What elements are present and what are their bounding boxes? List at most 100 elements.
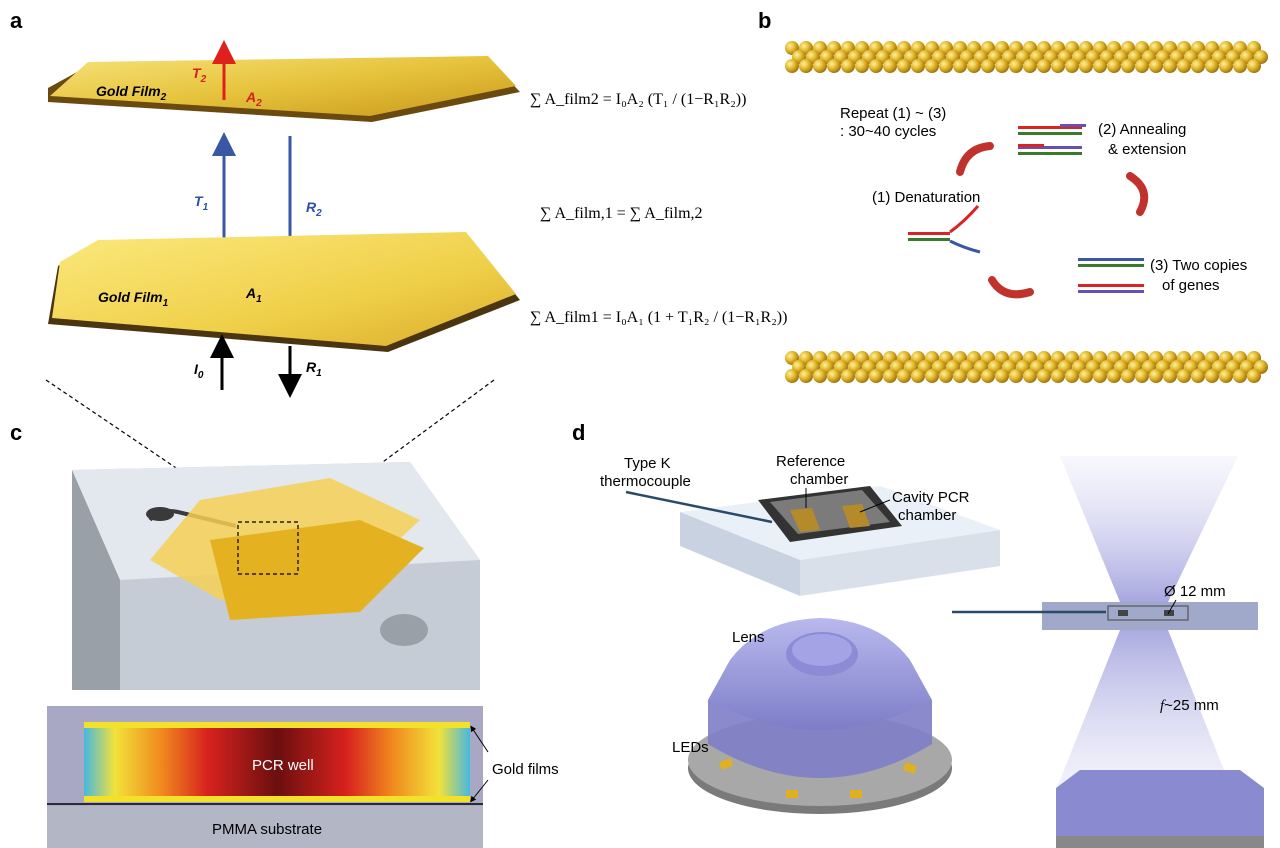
gold-films-pointer-bottom [470, 779, 489, 803]
gold-nanoparticle [1093, 369, 1107, 383]
gold-nanoparticle [1079, 59, 1093, 73]
focal-length-label: f~25 mm [1160, 697, 1219, 714]
thermocouple-label-line2: thermocouple [600, 473, 691, 490]
gold-nanoparticle [939, 369, 953, 383]
gold-nanoparticle [883, 369, 897, 383]
gold-nanoparticle [1163, 59, 1177, 73]
gold-nanoparticle [1065, 369, 1079, 383]
reference-label-line2: chamber [790, 471, 848, 488]
pmma-substrate-label: PMMA substrate [212, 821, 322, 838]
gold-nanoparticle [1037, 369, 1051, 383]
t1-label: T1 [194, 193, 209, 213]
gold-nanoparticle [1219, 59, 1233, 73]
gold-nanoparticle [1023, 59, 1037, 73]
gold-nanoparticle [1149, 59, 1163, 73]
panel-c: c PCR well Gold films [10, 379, 559, 848]
gold-nanoparticle [911, 369, 925, 383]
step2-label-line2: & extension [1108, 141, 1186, 158]
gold-nanoparticle [911, 59, 925, 73]
gold-nanoparticle [925, 369, 939, 383]
gold-nanoparticle [1177, 59, 1191, 73]
lens-led-unit [688, 618, 952, 814]
step1-label: (1) Denaturation [872, 189, 980, 206]
gold-nanoparticle [813, 59, 827, 73]
a2-label: A2 [245, 89, 262, 109]
cavity-pointer [859, 499, 891, 513]
dna-annealing-icon [1018, 124, 1086, 155]
gold-nanoparticle [897, 59, 911, 73]
gold-nanoparticle [1065, 59, 1079, 73]
gold-nanoparticle [883, 59, 897, 73]
gold-nanoparticle [785, 369, 799, 383]
gold-nanoparticle [869, 369, 883, 383]
t2-label: T2 [192, 65, 207, 85]
gold-nanoparticle [813, 369, 827, 383]
gold-nanoparticle [897, 369, 911, 383]
gold-nanoparticle [1247, 369, 1261, 383]
equation-top: ∑ A_film2 = I₀A₂ (T₁ / (1−R₁R₂)) [530, 91, 746, 108]
equation-bottom: ∑ A_film1 = I₀A₁ (1 + T₁R₂ / (1−R₁R₂)) [530, 309, 787, 326]
gold-nanoparticle [1009, 59, 1023, 73]
thermocouple-wire [625, 490, 773, 524]
gold-nanoparticle [1107, 369, 1121, 383]
gold-film-top-layer [84, 722, 470, 728]
cross-section: PCR well Gold films PMMA substrate [47, 706, 559, 848]
gold-nanoparticle [1051, 369, 1065, 383]
i0-label: I0 [194, 361, 204, 381]
zoom-box [237, 521, 299, 575]
gold-nanoparticle [827, 369, 841, 383]
gold-nanoparticle [799, 59, 813, 73]
r2-label: R2 [306, 199, 322, 219]
dna-denaturation-icon [908, 205, 981, 254]
gold-nanoparticle [981, 369, 995, 383]
step3-label-line2: of genes [1162, 277, 1220, 294]
gold-nanoparticle [855, 369, 869, 383]
diameter-pointer [1167, 599, 1177, 615]
gold-nanoparticle [995, 59, 1009, 73]
gold-nanoparticle [869, 59, 883, 73]
light-cone-top [1060, 456, 1238, 602]
chip-block [625, 486, 1000, 596]
panel-b: b Repeat (1) ~ (3) : 30~40 cycles (2) An… [758, 8, 1268, 383]
gold-nanoparticle [855, 59, 869, 73]
leds-label: LEDs [672, 739, 709, 756]
gold-nanoparticle [1247, 59, 1261, 73]
gold-nanoparticle [841, 369, 855, 383]
gold-nanoparticle [1093, 59, 1107, 73]
pmma-substrate [47, 806, 483, 848]
gold-nanoparticle [953, 369, 967, 383]
gold-nanoparticle [1149, 369, 1163, 383]
panel-label-c: c [10, 420, 22, 445]
gold-film-1-label: Gold Film1 [98, 289, 169, 309]
gold-nanoparticle [785, 59, 799, 73]
gold-nanoparticle [1163, 369, 1177, 383]
gold-film-2 [48, 56, 520, 122]
lens-side [1056, 770, 1264, 848]
panel-d: d Type K thermocouple Reference chamber … [572, 420, 1264, 848]
gold-film-2-label: Gold Film2 [96, 83, 167, 103]
side-view [952, 456, 1264, 848]
step2-label-line1: (2) Annealing [1098, 121, 1186, 138]
gold-nanoparticle [1135, 59, 1149, 73]
lens-label: Lens [732, 629, 765, 646]
gold-nanoparticle [939, 59, 953, 73]
gold-nanoparticle [1205, 59, 1219, 73]
gold-nanoparticle [995, 369, 1009, 383]
gold-nanoparticle [981, 59, 995, 73]
chip-side-slab [1042, 602, 1258, 630]
gold-film-1 [48, 232, 520, 352]
gold-nanoparticle [1205, 369, 1219, 383]
gold-nanoparticle [1023, 369, 1037, 383]
gold-nanoparticle [967, 59, 981, 73]
pcr-well-label: PCR well [252, 757, 314, 774]
a1-label: A1 [245, 285, 262, 305]
cavity-label-line2: chamber [898, 507, 956, 524]
cavity-label-line1: Cavity PCR [892, 489, 970, 506]
gold-films-pointer-top [470, 725, 489, 753]
gold-nanoparticle [1191, 59, 1205, 73]
gold-film-bottom-layer [84, 796, 470, 802]
panel-label-d: d [572, 420, 585, 445]
panel-label-b: b [758, 8, 771, 33]
repeat-label-line2: : 30~40 cycles [840, 123, 936, 140]
equation-middle: ∑ A_film,1 = ∑ A_film,2 [540, 205, 703, 222]
